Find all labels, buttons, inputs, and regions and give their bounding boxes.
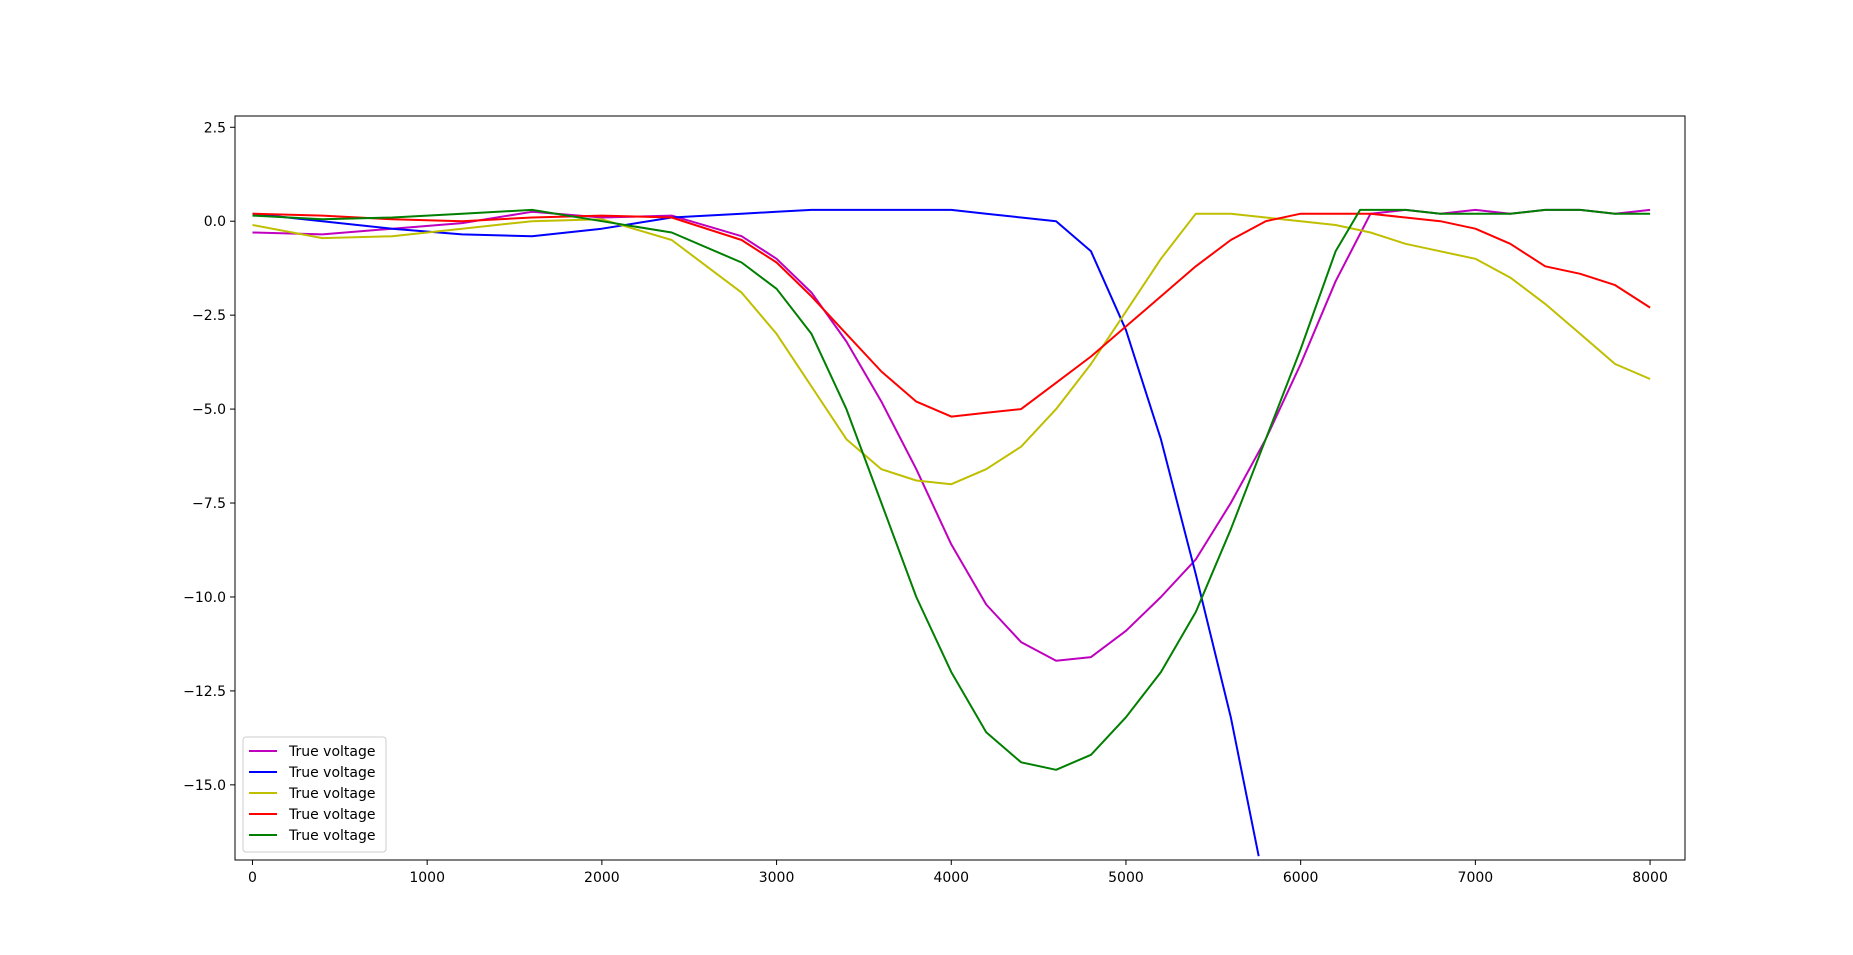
y-axis: 2.5 0.0 −2.5 −5.0 −7.5 −10.0 −12.5 −15.0 — [183, 120, 235, 794]
legend-box — [242, 736, 387, 853]
series-line-4 — [252, 212, 1651, 418]
plot-area — [235, 116, 1685, 860]
y-tick-label: −15.0 — [183, 778, 226, 794]
legend-label-5: True voltage — [288, 828, 376, 844]
y-tick-label: 2.5 — [204, 120, 226, 136]
y-tick-label: −10.0 — [183, 590, 226, 606]
x-tick-label: 7000 — [1458, 870, 1494, 886]
y-tick-label: −5.0 — [192, 402, 226, 418]
x-tick-label: 6000 — [1283, 870, 1319, 886]
series-line-2 — [252, 208, 1260, 857]
legend: True voltage True voltage True voltage True… — [242, 736, 387, 853]
x-tick-label: 4000 — [933, 870, 969, 886]
x-tick-label: 5000 — [1108, 870, 1144, 886]
legend-label-2: True voltage — [288, 765, 376, 781]
legend-label-3: True voltage — [288, 786, 376, 802]
series-line-5 — [252, 208, 1651, 771]
x-axis: 0 1000 2000 3000 4000 5000 6000 7000 8000 — [248, 860, 1668, 886]
legend-label-1: True voltage — [288, 744, 376, 760]
y-tick-label: −7.5 — [192, 496, 226, 512]
series-layer — [252, 208, 1651, 857]
legend-label-4: True voltage — [288, 807, 376, 823]
x-tick-label: 1000 — [409, 870, 445, 886]
x-tick-label: 8000 — [1632, 870, 1668, 886]
plot-frame — [234, 115, 1686, 861]
x-tick-label: 0 — [248, 870, 257, 886]
x-tick-label: 2000 — [584, 870, 620, 886]
y-tick-label: −2.5 — [192, 308, 226, 324]
y-tick-label: 0.0 — [204, 214, 226, 230]
x-tick-label: 3000 — [759, 870, 795, 886]
y-tick-label: −12.5 — [183, 684, 226, 700]
series-line-3 — [252, 212, 1651, 486]
